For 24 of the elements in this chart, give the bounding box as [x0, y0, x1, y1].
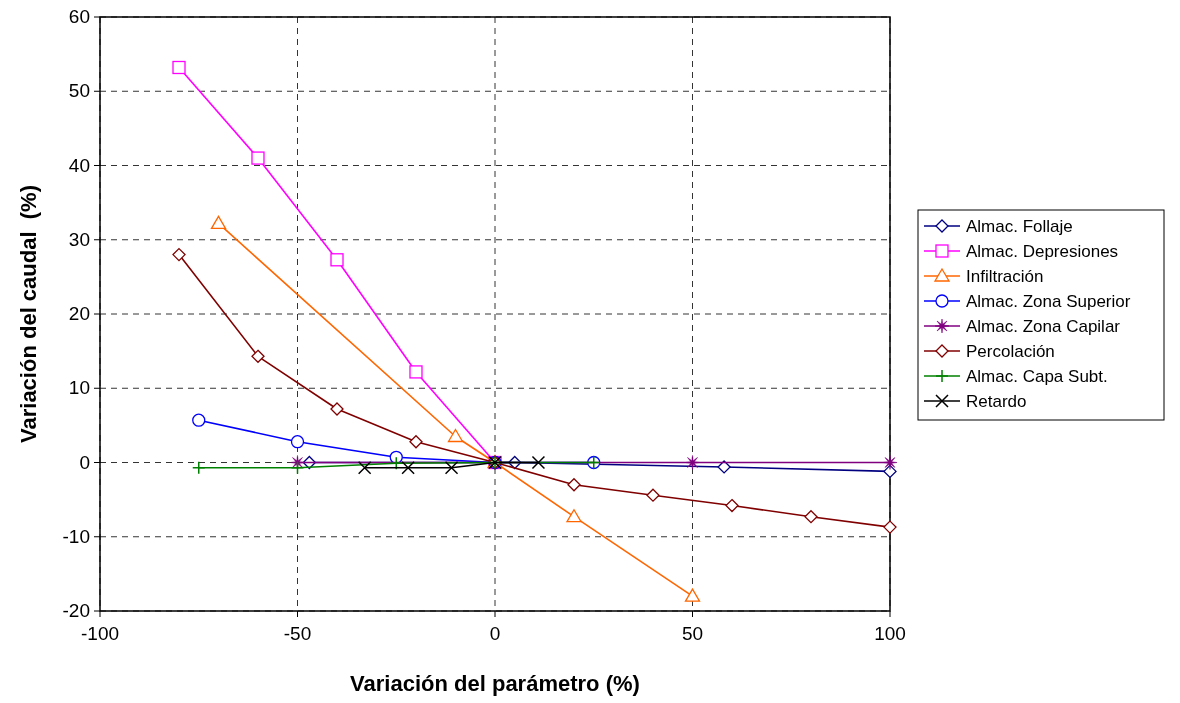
y-axis-title: Variación del caudal (%)	[16, 185, 41, 443]
legend-label: Almac. Depresiones	[966, 242, 1119, 261]
y-tick-label: 40	[68, 154, 90, 176]
legend-label: Almac. Zona Superior	[966, 292, 1131, 311]
x-tick-label: -100	[80, 623, 120, 644]
legend-label: Percolación	[966, 342, 1055, 361]
y-tick-label: 60	[68, 6, 90, 27]
x-axis-title: Variación del parámetro (%)	[350, 671, 640, 696]
legend-label: Retardo	[966, 392, 1027, 411]
y-tick-label: 30	[68, 228, 90, 250]
x-tick-label: 0	[489, 623, 501, 644]
y-tick-label: -10	[62, 525, 90, 547]
legend-label: Infiltración	[966, 267, 1044, 286]
x-tick-label: 100	[874, 623, 906, 644]
y-tick-label: -20	[62, 600, 90, 621]
legend-label: Almac. Follaje	[966, 217, 1073, 236]
legend-label: Almac. Capa Subt.	[966, 367, 1108, 386]
y-tick-label: 0	[79, 451, 90, 473]
legend-label: Almac. Zona Capilar	[966, 317, 1121, 336]
y-tick-label: 20	[68, 303, 90, 324]
y-tick-label: 50	[68, 80, 90, 102]
x-tick-label: -50	[283, 623, 312, 644]
x-tick-label: 50	[681, 623, 704, 644]
y-tick-label: 10	[68, 377, 90, 399]
